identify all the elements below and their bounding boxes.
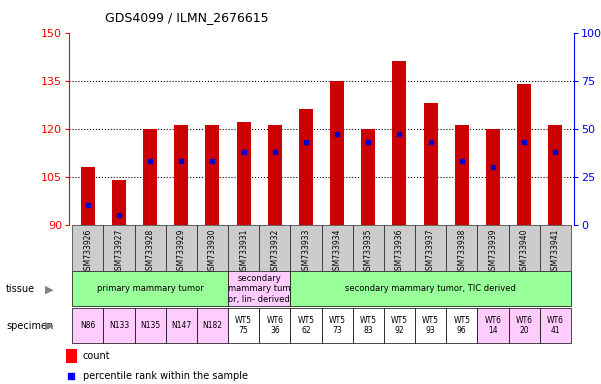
Bar [384,308,415,343]
Text: GSM733938: GSM733938 [457,228,466,275]
Text: GSM733941: GSM733941 [551,228,560,275]
Text: GDS4099 / ILMN_2676615: GDS4099 / ILMN_2676615 [105,12,269,25]
Bar [548,126,563,225]
Text: primary mammary tumor: primary mammary tumor [97,285,204,293]
Text: GSM733940: GSM733940 [520,228,529,275]
Bar [477,225,508,271]
Text: secondary mammary tumor, TIC derived: secondary mammary tumor, TIC derived [345,285,516,293]
Text: GSM733933: GSM733933 [302,228,311,275]
Bar [455,126,469,225]
Bar [540,225,571,271]
Bar [259,308,290,343]
Text: percentile rank within the sample: percentile rank within the sample [83,371,248,381]
Bar [353,308,384,343]
Text: WT5
96: WT5 96 [453,316,470,335]
Text: GSM733939: GSM733939 [489,228,498,275]
Bar [112,180,126,225]
Bar [166,308,197,343]
Bar [290,308,322,343]
Bar [66,349,78,363]
Bar [81,167,95,225]
Bar [290,225,322,271]
Bar [290,271,571,306]
Bar [228,225,259,271]
Bar [143,129,157,225]
Text: GSM733926: GSM733926 [84,228,93,275]
Text: specimen: specimen [6,321,53,331]
Bar [206,126,219,225]
Text: GSM733929: GSM733929 [177,228,186,275]
Text: GSM733928: GSM733928 [145,228,154,275]
Text: WT6
36: WT6 36 [266,316,283,335]
Bar [517,84,531,225]
Bar [486,129,500,225]
Bar [197,308,228,343]
Text: WT5
93: WT5 93 [422,316,439,335]
Bar [322,308,353,343]
Text: GSM733935: GSM733935 [364,228,373,275]
Text: WT5
92: WT5 92 [391,316,408,335]
Bar [508,225,540,271]
Bar [237,122,251,225]
Text: N147: N147 [171,321,192,330]
Bar [392,61,406,225]
Text: GSM733931: GSM733931 [239,228,248,275]
Bar [540,308,571,343]
Bar [446,225,477,271]
Text: WT6
20: WT6 20 [516,316,532,335]
Bar [268,126,282,225]
Bar [228,308,259,343]
Bar [353,225,384,271]
Bar [322,225,353,271]
Text: GSM733937: GSM733937 [426,228,435,275]
Bar [361,129,375,225]
Bar [103,308,135,343]
Bar [259,225,290,271]
Text: WT5
73: WT5 73 [329,316,346,335]
Text: WT6
14: WT6 14 [484,316,501,335]
Text: GSM733932: GSM733932 [270,228,279,275]
Text: WT5
83: WT5 83 [360,316,377,335]
Text: ▶: ▶ [45,284,53,294]
Text: WT5
75: WT5 75 [235,316,252,335]
Bar [228,271,290,306]
Bar [477,308,508,343]
Text: N133: N133 [109,321,129,330]
Bar [174,126,188,225]
Text: secondary
mammary tum
or, lin- derived: secondary mammary tum or, lin- derived [228,274,290,304]
Bar [72,271,228,306]
Bar [166,225,197,271]
Bar [103,225,135,271]
Bar [508,308,540,343]
Bar [299,109,313,225]
Bar [384,225,415,271]
Bar [135,308,166,343]
Bar [415,225,446,271]
Bar [197,225,228,271]
Bar [446,308,477,343]
Bar [415,308,446,343]
Text: GSM733936: GSM733936 [395,228,404,275]
Bar [330,81,344,225]
Text: count: count [83,351,111,361]
Text: GSM733934: GSM733934 [332,228,341,275]
Bar [72,308,103,343]
Text: N135: N135 [140,321,160,330]
Text: WT5
62: WT5 62 [297,316,314,335]
Bar [72,225,103,271]
Text: N182: N182 [203,321,222,330]
Text: N86: N86 [80,321,96,330]
Bar [424,103,438,225]
Text: tissue: tissue [6,284,35,294]
Text: ▶: ▶ [45,321,53,331]
Text: WT6
41: WT6 41 [547,316,564,335]
Text: GSM733930: GSM733930 [208,228,217,275]
Bar [135,225,166,271]
Text: GSM733927: GSM733927 [114,228,123,275]
